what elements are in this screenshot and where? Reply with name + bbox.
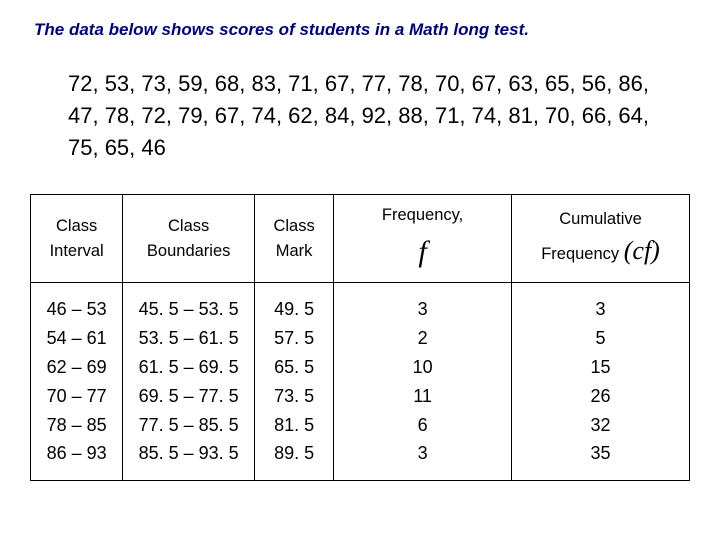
header-label: Class: [35, 214, 118, 239]
header-label: Boundaries: [127, 239, 250, 264]
cell-line: 57. 5: [259, 324, 329, 353]
cell-line: 45. 5 – 53. 5: [127, 295, 250, 324]
cell-line: 62 – 69: [35, 353, 118, 382]
header-frequency: Frequency, f: [334, 194, 512, 283]
cell-line: 81. 5: [259, 411, 329, 440]
header-label: Frequency,: [338, 203, 507, 228]
frequency-table: Class Interval Class Boundaries Class Ma…: [30, 194, 690, 482]
cell-line: 70 – 77: [35, 382, 118, 411]
cell-line: 32: [516, 411, 685, 440]
cell-line: 49. 5: [259, 295, 329, 324]
cell-line: 65. 5: [259, 353, 329, 382]
cell-line: 78 – 85: [35, 411, 118, 440]
header-label: Cumulative: [516, 207, 685, 232]
cell-line: 61. 5 – 69. 5: [127, 353, 250, 382]
header-class-interval: Class Interval: [31, 194, 123, 283]
cell-line: 5: [516, 324, 685, 353]
header-label: Class: [127, 214, 250, 239]
cell-line: 15: [516, 353, 685, 382]
table-body: 46 – 53 54 – 61 62 – 69 70 – 77 78 – 85 …: [31, 283, 690, 481]
frequency-symbol: f: [418, 229, 426, 274]
raw-data-list: 72, 53, 73, 59, 68, 83, 71, 67, 77, 78, …: [30, 68, 690, 164]
cell-line: 89. 5: [259, 439, 329, 468]
cell-interval: 46 – 53 54 – 61 62 – 69 70 – 77 78 – 85 …: [31, 283, 123, 481]
cell-line: 3: [338, 295, 507, 324]
cell-line: 3: [338, 439, 507, 468]
cell-line: 46 – 53: [35, 295, 118, 324]
cell-cumulative-frequency: 3 5 15 26 32 35: [512, 283, 690, 481]
cell-line: 77. 5 – 85. 5: [127, 411, 250, 440]
header-label: Mark: [259, 239, 329, 264]
cell-boundaries: 45. 5 – 53. 5 53. 5 – 61. 5 61. 5 – 69. …: [123, 283, 255, 481]
cell-line: 3: [516, 295, 685, 324]
header-class-boundaries: Class Boundaries: [123, 194, 255, 283]
cf-symbol: (cf): [624, 236, 660, 265]
cell-line: 2: [338, 324, 507, 353]
table-data-row: 46 – 53 54 – 61 62 – 69 70 – 77 78 – 85 …: [31, 283, 690, 481]
cell-line: 69. 5 – 77. 5: [127, 382, 250, 411]
cell-frequency: 3 2 10 11 6 3: [334, 283, 512, 481]
cell-line: 54 – 61: [35, 324, 118, 353]
page-container: The data below shows scores of students …: [0, 0, 720, 501]
cell-line: 73. 5: [259, 382, 329, 411]
header-label: Class: [259, 214, 329, 239]
header-cumulative-frequency: Cumulative Frequency (cf): [512, 194, 690, 283]
header-class-mark: Class Mark: [255, 194, 334, 283]
cell-mark: 49. 5 57. 5 65. 5 73. 5 81. 5 89. 5: [255, 283, 334, 481]
cell-line: 35: [516, 439, 685, 468]
header-label: Frequency: [541, 245, 619, 263]
header-label: Interval: [35, 239, 118, 264]
table-header-row: Class Interval Class Boundaries Class Ma…: [31, 194, 690, 283]
cell-line: 85. 5 – 93. 5: [127, 439, 250, 468]
cell-line: 53. 5 – 61. 5: [127, 324, 250, 353]
cell-line: 26: [516, 382, 685, 411]
page-title: The data below shows scores of students …: [30, 20, 690, 40]
cell-line: 10: [338, 353, 507, 382]
cell-line: 6: [338, 411, 507, 440]
cell-line: 11: [338, 382, 507, 411]
cell-line: 86 – 93: [35, 439, 118, 468]
